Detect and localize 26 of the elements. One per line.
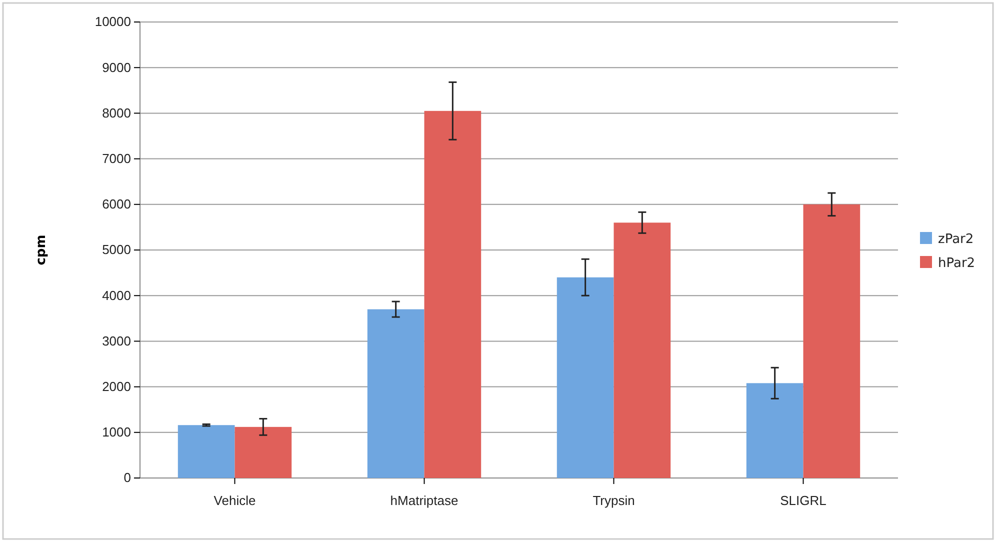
legend-label: hPar2: [938, 256, 976, 271]
bar: [234, 426, 292, 478]
y-axis-title: cpm: [34, 234, 49, 266]
bar: [367, 309, 424, 478]
y-tick-label: 3000: [102, 333, 131, 348]
bar: [424, 110, 482, 478]
bar: [178, 425, 235, 478]
y-tick-label: 2000: [102, 378, 131, 394]
legend-label: zPar2: [938, 232, 974, 247]
bar: [614, 222, 671, 478]
bar: [746, 383, 804, 478]
x-tick-label: Trypsin: [592, 493, 635, 508]
y-tick-label: 6000: [102, 196, 131, 212]
bar: [556, 277, 614, 478]
y-tick-label: 10000: [94, 14, 131, 30]
y-tick-label: 7000: [102, 150, 131, 166]
x-tick-label: Vehicle: [214, 493, 256, 508]
x-tick-label: SLIGRL: [780, 493, 826, 508]
y-tick-label: 9000: [102, 60, 131, 75]
x-tick-label: hMatriptase: [390, 493, 458, 508]
y-tick-label: 0: [124, 470, 131, 486]
y-tick-label: 1000: [102, 424, 131, 440]
y-tick-label: 4000: [102, 288, 131, 303]
y-tick-label: 5000: [102, 242, 131, 258]
bar: [803, 204, 860, 478]
y-tick-label: 8000: [102, 105, 131, 120]
